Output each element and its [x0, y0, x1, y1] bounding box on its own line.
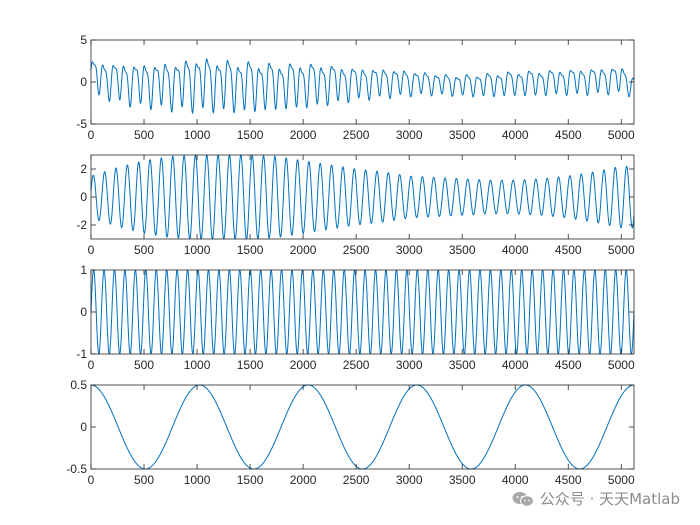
x-tick-label: 2500	[343, 243, 370, 257]
y-tick-label: 0	[80, 75, 87, 89]
subplot-2: 0 500 1000 1500 2000 2500 3000 3500 4000 4500 5000…	[76, 154, 635, 257]
x-tick-label: 3500	[449, 128, 476, 142]
x-tick-label: 1500	[237, 243, 264, 257]
x-tick-label: 4500	[555, 358, 582, 372]
x-tick-label: 500	[134, 128, 154, 142]
x-tick-label: 4500	[555, 243, 582, 257]
y-tick-label: -2	[76, 218, 87, 232]
x-tick-label: 0	[88, 358, 95, 372]
wechat-icon	[512, 491, 534, 507]
watermark-text: 公众号 · 天天Matlab	[539, 490, 680, 508]
y-tick-label: 2	[80, 162, 87, 176]
x-tick-label: 3500	[449, 243, 476, 257]
plot-area	[91, 385, 634, 469]
x-tick-label: 2500	[343, 358, 370, 372]
x-tick-label: 1500	[237, 473, 264, 487]
x-tick-label: 1000	[184, 243, 211, 257]
subplot-4: 0 500 1000 1500 2000 2500 3000 3500 4000 4500 5000…	[66, 378, 635, 487]
y-tick-label: 0	[80, 190, 87, 204]
subplot-3: 0 500 1000 1500 2000 2500 3000 3500 4000 4500 5000…	[76, 263, 635, 372]
x-tick-label: 2500	[343, 128, 370, 142]
series-line	[90, 58, 635, 115]
x-tick-label: 500	[134, 358, 154, 372]
x-tick-label: 5000	[608, 473, 635, 487]
x-tick-label: 4000	[502, 358, 529, 372]
x-tick-label: 4000	[502, 473, 529, 487]
x-tick-label: 500	[134, 243, 154, 257]
x-tick-label: 3000	[396, 243, 423, 257]
x-tick-label: 0	[88, 128, 95, 142]
subplot-1: 0 500 1000 1500 2000 2500 3000 3500 4000 4500 5000…	[76, 33, 635, 142]
y-tick-label: 1	[80, 263, 87, 277]
y-tick-label: -1	[76, 347, 87, 361]
x-tick-label: 1000	[184, 473, 211, 487]
x-tick-label: 1500	[237, 128, 264, 142]
x-tick-label: 1000	[184, 128, 211, 142]
x-tick-label: 3500	[449, 473, 476, 487]
x-tick-label: 2000	[290, 243, 317, 257]
x-tick-label: 4000	[502, 128, 529, 142]
x-tick-label: 3500	[449, 358, 476, 372]
y-tick-label: -0.5	[66, 462, 87, 476]
y-tick-label: 0	[80, 420, 87, 434]
x-tick-label: 0	[88, 473, 95, 487]
x-tick-label: 1000	[184, 358, 211, 372]
x-tick-label: 3000	[396, 473, 423, 487]
series-line	[90, 154, 635, 240]
x-tick-label: 4500	[555, 473, 582, 487]
x-tick-label: 3000	[396, 128, 423, 142]
y-tick-label: 0.5	[70, 378, 87, 392]
x-tick-label: 0	[88, 243, 95, 257]
y-tick-label: -5	[76, 117, 87, 131]
x-tick-label: 4000	[502, 243, 529, 257]
x-tick-label: 500	[134, 473, 154, 487]
series-line	[90, 269, 635, 355]
watermark: 公众号 · 天天Matlab	[512, 488, 680, 509]
x-tick-label: 5000	[608, 243, 635, 257]
y-tick-label: 0	[80, 305, 87, 319]
x-tick-label: 2500	[343, 473, 370, 487]
y-tick-label: 5	[80, 33, 87, 47]
x-tick-label: 1500	[237, 358, 264, 372]
x-tick-label: 2000	[290, 473, 317, 487]
x-tick-label: 3000	[396, 358, 423, 372]
x-tick-label: 4500	[555, 128, 582, 142]
x-tick-label: 5000	[608, 358, 635, 372]
x-tick-label: 5000	[608, 128, 635, 142]
x-tick-label: 2000	[290, 128, 317, 142]
x-tick-label: 2000	[290, 358, 317, 372]
